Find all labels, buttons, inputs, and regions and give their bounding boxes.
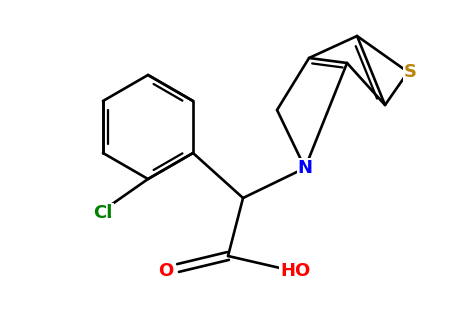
Text: N: N	[298, 159, 313, 177]
Text: Cl: Cl	[93, 204, 113, 222]
Text: S: S	[404, 63, 416, 81]
Text: O: O	[159, 262, 173, 280]
Text: HO: HO	[280, 262, 310, 280]
